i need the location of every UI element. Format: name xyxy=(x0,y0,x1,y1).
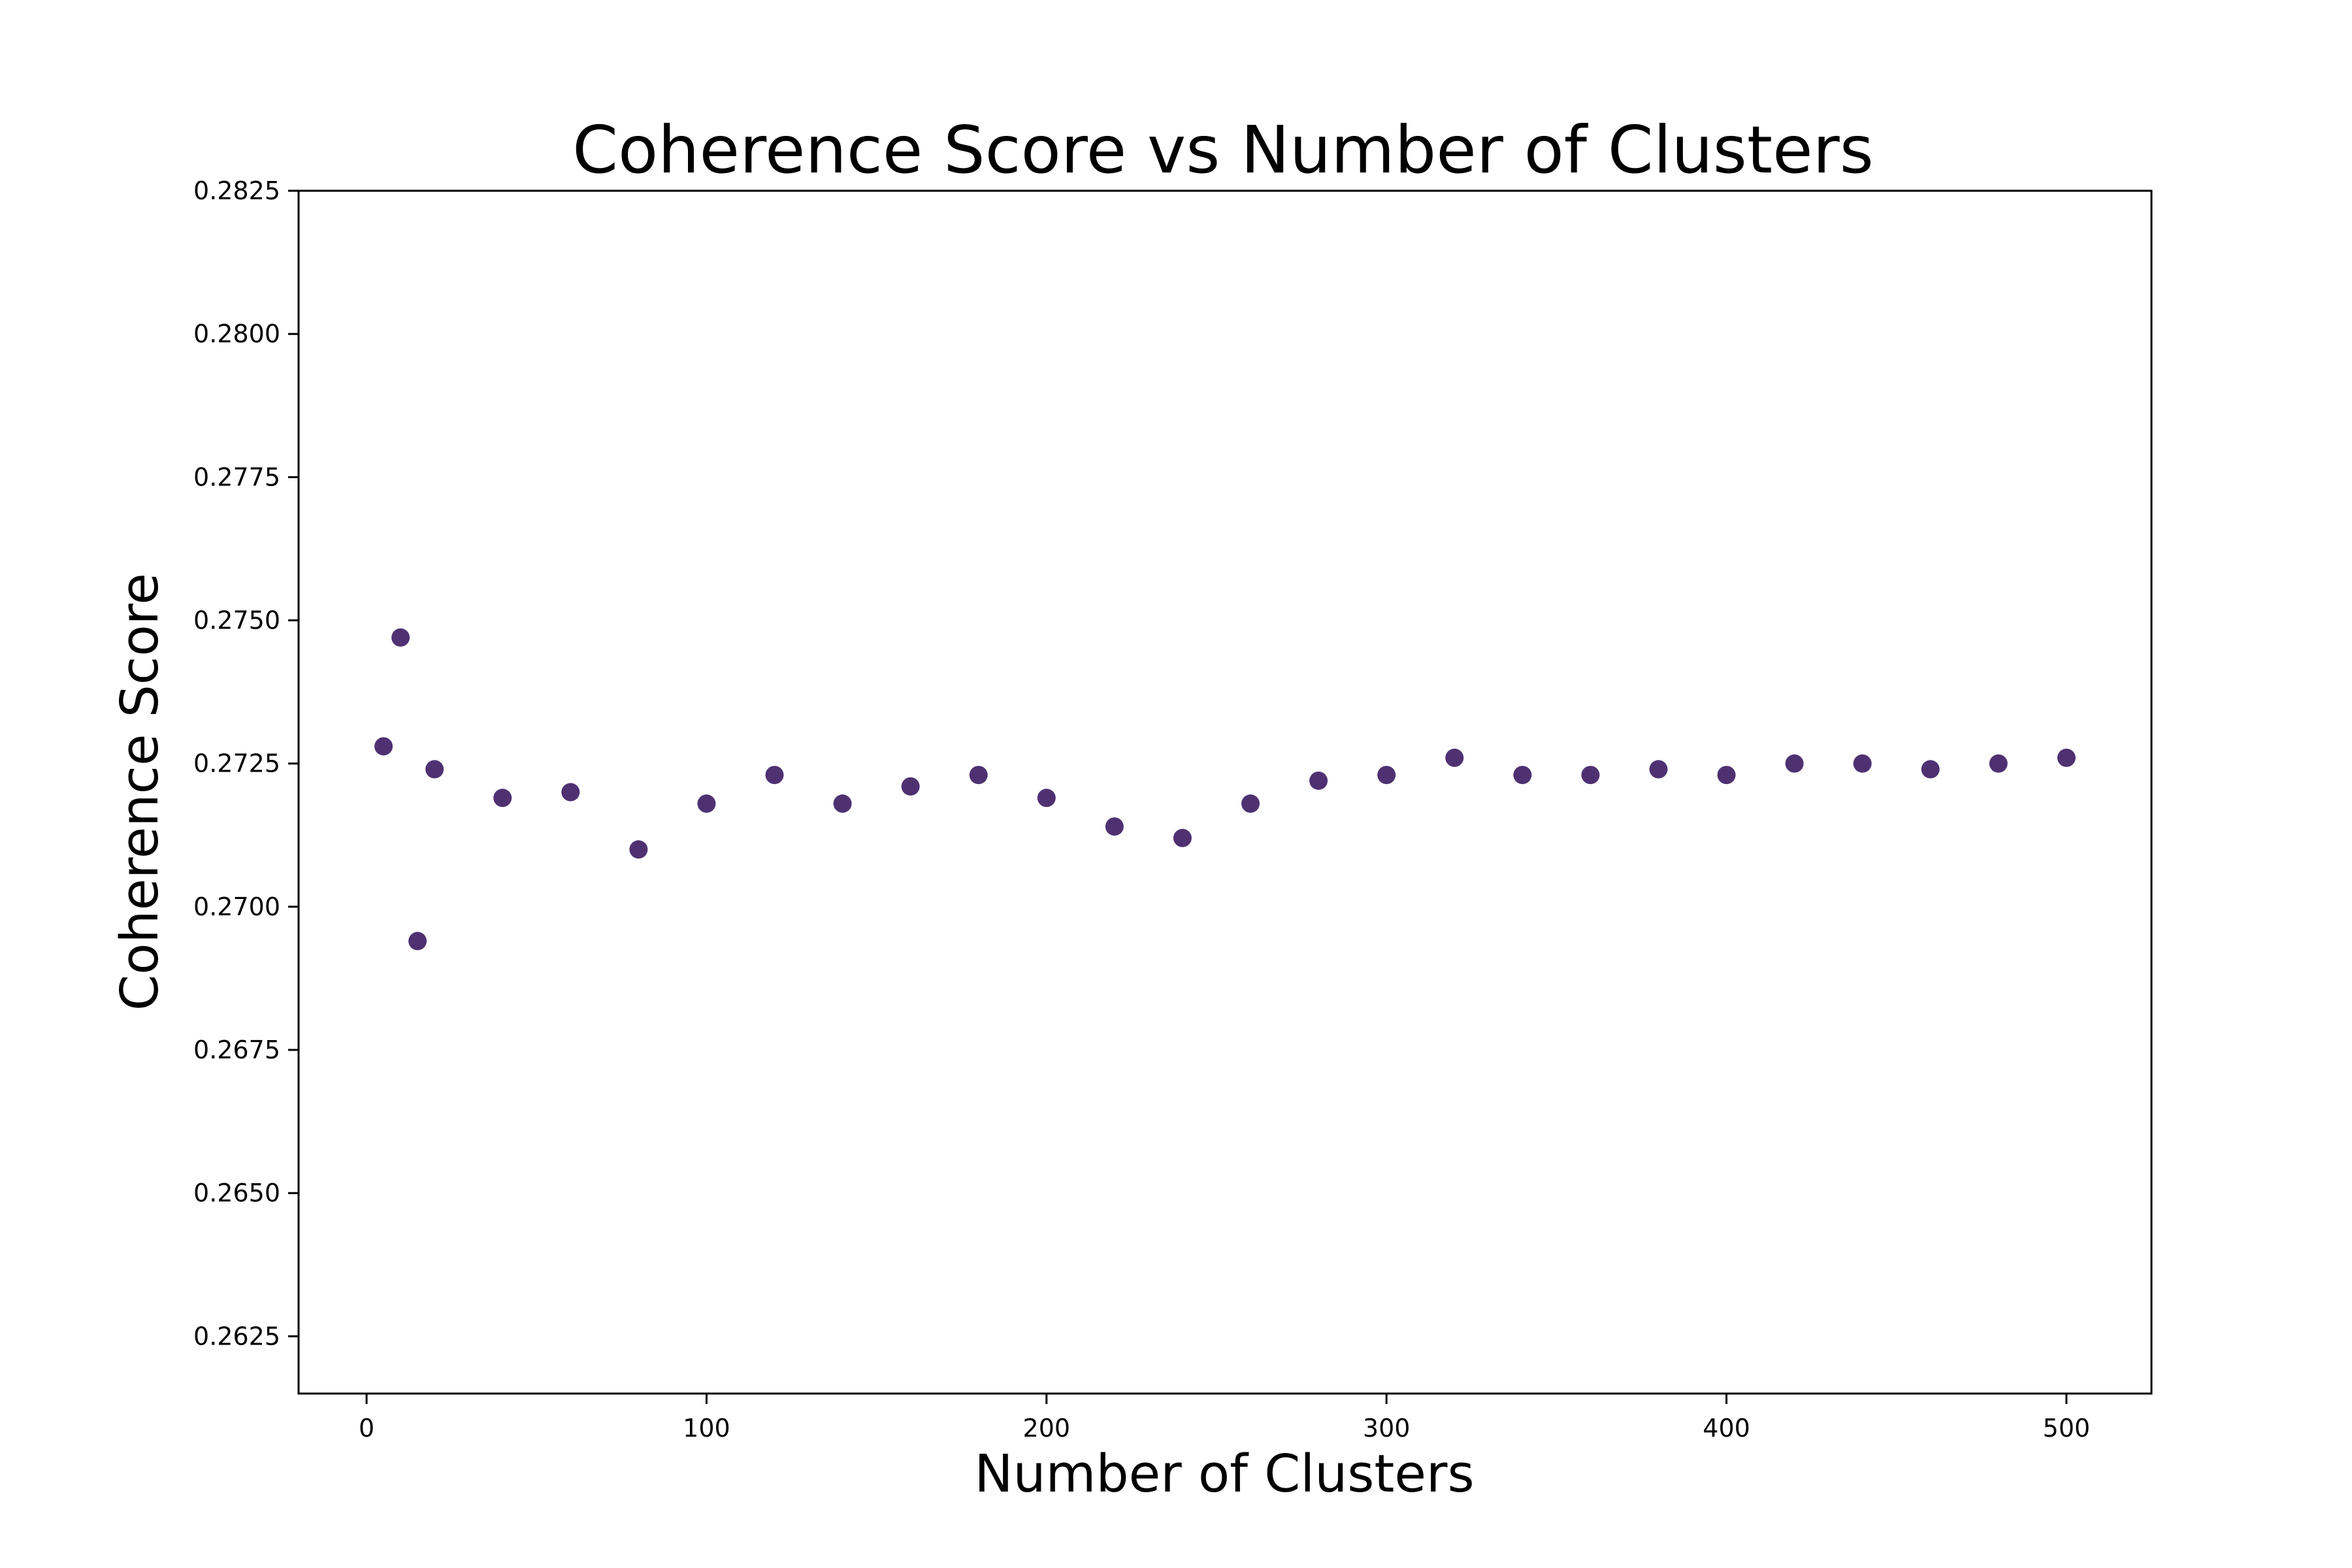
data-point xyxy=(1309,771,1328,790)
data-point xyxy=(391,628,410,647)
data-point xyxy=(2057,748,2076,767)
data-point xyxy=(969,766,988,785)
data-point xyxy=(1989,754,2008,773)
data-point xyxy=(1241,794,1260,813)
y-tick-label: 0.2750 xyxy=(193,606,280,635)
x-tick-label: 500 xyxy=(2043,1414,2091,1443)
data-point xyxy=(1785,754,1804,773)
data-point xyxy=(561,783,580,802)
y-tick-label: 0.2725 xyxy=(193,749,280,778)
data-point xyxy=(765,766,784,785)
data-point xyxy=(1853,754,1872,773)
data-point xyxy=(408,932,427,951)
y-tick-label: 0.2775 xyxy=(193,463,280,491)
data-points xyxy=(374,628,2076,951)
data-point xyxy=(1105,817,1124,836)
data-point xyxy=(425,760,444,779)
x-tick-label: 300 xyxy=(1363,1414,1411,1443)
data-point xyxy=(493,789,512,808)
x-axis-ticks: 0 100 200 300 400 500 xyxy=(359,1394,2090,1443)
y-tick-label: 0.2700 xyxy=(193,892,280,921)
data-point xyxy=(1921,760,1940,779)
x-tick-label: 200 xyxy=(1023,1414,1071,1443)
data-point xyxy=(1173,828,1192,847)
data-point xyxy=(374,737,393,756)
data-point xyxy=(1581,766,1600,785)
x-axis-label: Number of Clusters xyxy=(974,1444,1474,1504)
data-point xyxy=(1513,766,1532,785)
data-point xyxy=(1377,766,1396,785)
data-point xyxy=(1649,760,1668,779)
data-point xyxy=(629,840,648,859)
data-point xyxy=(901,777,920,796)
x-tick-label: 100 xyxy=(683,1414,730,1443)
y-tick-label: 0.2625 xyxy=(193,1322,280,1350)
data-point xyxy=(1445,748,1464,767)
x-tick-label: 0 xyxy=(359,1414,374,1443)
y-axis-label: Coherence Score xyxy=(110,573,170,1011)
chart-title: Coherence Score vs Number of Clusters xyxy=(572,112,1874,188)
x-tick-label: 400 xyxy=(1703,1414,1750,1443)
plot-frame xyxy=(297,189,2153,1395)
data-point xyxy=(833,794,852,813)
y-tick-label: 0.2825 xyxy=(193,176,280,205)
y-tick-label: 0.2800 xyxy=(193,319,280,348)
data-point xyxy=(1037,789,1056,808)
y-tick-label: 0.2650 xyxy=(193,1179,280,1207)
y-tick-label: 0.2675 xyxy=(193,1036,280,1064)
y-axis-ticks: 0.2625 0.2650 0.2675 0.2700 0.2725 0.2750 0.27… xyxy=(193,176,299,1350)
data-point xyxy=(697,794,716,813)
data-point xyxy=(1717,766,1736,785)
